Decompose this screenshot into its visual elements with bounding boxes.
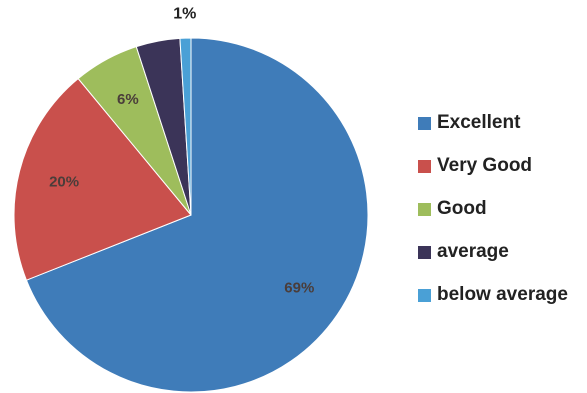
legend-swatch-below-average [418,288,431,302]
legend-item-excellent: Excellent [418,110,568,136]
legend-label-below-average: below average [437,284,568,305]
data-label-very-good: 20% [49,173,79,190]
data-label-excellent: 69% [284,280,314,297]
legend-label-average: average [437,241,509,262]
legend-label-good: Good [437,198,487,219]
pie-slice-below-average [179,37,192,216]
pie-data-labels: 69% 20% 6% 1% [49,5,314,296]
legend-swatch-average [418,245,431,259]
data-label-below-average: 1% [173,5,196,22]
pie-slices [13,37,369,393]
legend: Excellent Very Good Good average below a… [418,110,568,308]
legend-swatch-very-good [418,159,431,173]
legend-item-below-average: below average [418,282,568,308]
legend-swatch-excellent [418,116,431,130]
legend-item-very-good: Very Good [418,153,568,179]
legend-label-very-good: Very Good [437,155,533,176]
pie-slice-excellent [25,37,369,393]
legend-label-excellent: Excellent [437,112,521,133]
legend-item-good: Good [418,196,568,222]
data-label-good: 6% [117,91,139,108]
legend-item-average: average [418,239,568,265]
legend-swatch-good [418,202,431,216]
pie-slice-very-good [13,77,192,281]
